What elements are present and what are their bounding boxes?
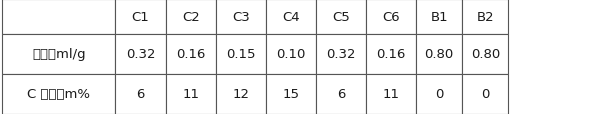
Text: 0.10: 0.10: [276, 48, 306, 61]
Bar: [416, 74, 462, 114]
Text: 15: 15: [282, 88, 299, 101]
Bar: [216, 74, 266, 114]
Text: 0.32: 0.32: [326, 48, 356, 61]
Text: 0.15: 0.15: [226, 48, 255, 61]
Bar: [166, 0, 216, 35]
Text: 11: 11: [382, 88, 400, 101]
Bar: [366, 35, 416, 74]
Text: C4: C4: [282, 11, 299, 24]
Bar: [2, 74, 115, 114]
Text: 6: 6: [337, 88, 345, 101]
Text: C2: C2: [181, 11, 200, 24]
Bar: [115, 74, 166, 114]
Bar: [266, 0, 316, 35]
Bar: [266, 35, 316, 74]
Text: B2: B2: [477, 11, 494, 24]
Text: 0.16: 0.16: [176, 48, 205, 61]
Bar: [463, 0, 508, 35]
Text: C1: C1: [131, 11, 150, 24]
Text: 孔容，ml/g: 孔容，ml/g: [32, 48, 86, 61]
Text: C5: C5: [332, 11, 350, 24]
Bar: [166, 74, 216, 114]
Text: 0.80: 0.80: [425, 48, 454, 61]
Bar: [463, 74, 508, 114]
Bar: [463, 35, 508, 74]
Text: 0: 0: [435, 88, 444, 101]
Text: 6: 6: [136, 88, 145, 101]
Bar: [2, 35, 115, 74]
Text: C 含量，m%: C 含量，m%: [27, 88, 90, 101]
Bar: [416, 35, 462, 74]
Bar: [316, 74, 366, 114]
Text: C6: C6: [382, 11, 400, 24]
Bar: [115, 35, 166, 74]
Bar: [316, 0, 366, 35]
Bar: [416, 0, 462, 35]
Bar: [115, 0, 166, 35]
Bar: [2, 0, 115, 35]
Text: 12: 12: [232, 88, 249, 101]
Text: C3: C3: [232, 11, 250, 24]
Text: B1: B1: [430, 11, 448, 24]
Bar: [216, 35, 266, 74]
Bar: [266, 74, 316, 114]
Text: 0: 0: [481, 88, 489, 101]
Bar: [366, 0, 416, 35]
Text: 0.80: 0.80: [470, 48, 500, 61]
Text: 0.16: 0.16: [376, 48, 406, 61]
Bar: [316, 35, 366, 74]
Bar: [216, 0, 266, 35]
Bar: [366, 74, 416, 114]
Text: 0.32: 0.32: [126, 48, 155, 61]
Bar: [166, 35, 216, 74]
Text: 11: 11: [182, 88, 199, 101]
